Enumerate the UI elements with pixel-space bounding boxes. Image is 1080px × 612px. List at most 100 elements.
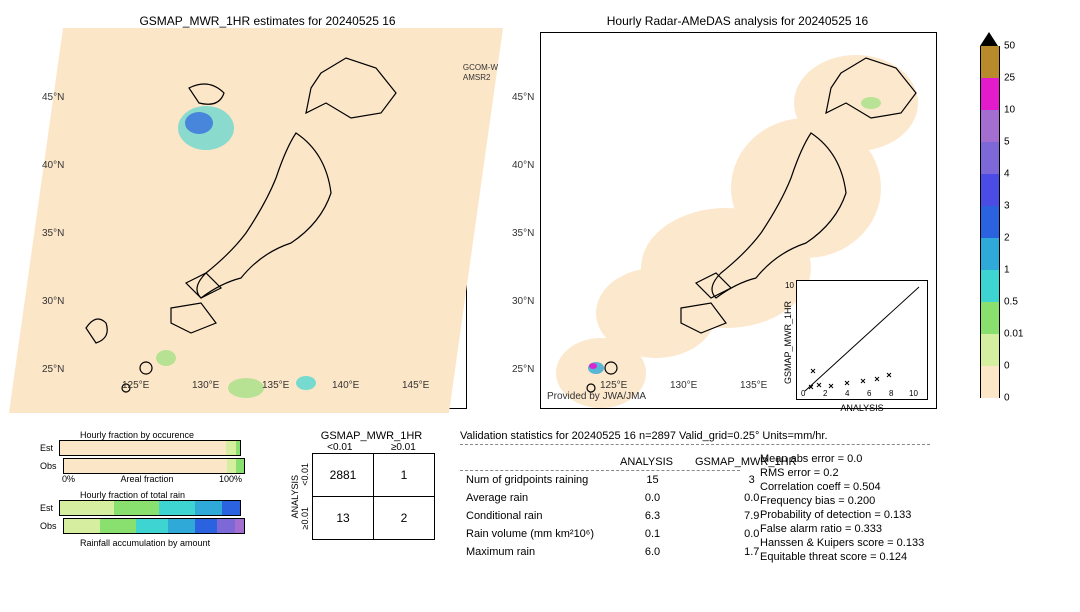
- ytick: 30°N: [42, 296, 64, 307]
- bar-segment: [159, 501, 195, 515]
- stat-value: 0.200: [848, 495, 876, 507]
- colorbar-segment: [980, 206, 1000, 238]
- totalrain-title: Hourly fraction of total rain: [80, 490, 260, 500]
- colorbar-segment: [980, 46, 1000, 78]
- bar-segment: [227, 459, 236, 473]
- row-header: ANALYSIS: [290, 475, 300, 518]
- colorbar-tick-label: 50: [1004, 41, 1015, 52]
- svg-text:10: 10: [909, 389, 918, 398]
- colorbar-tick-label: 0: [1004, 393, 1010, 404]
- stat-value: 15: [616, 472, 689, 488]
- stat-value: 0.504: [853, 481, 881, 493]
- stat-value: 0.2: [823, 467, 838, 479]
- svg-text:0: 0: [801, 389, 806, 398]
- left-map: GCOM-WAMSR2: [70, 32, 467, 409]
- colorbar-tick-label: 4: [1004, 169, 1010, 180]
- stat-value: 0.0: [616, 490, 689, 506]
- row-label: Est: [40, 443, 53, 453]
- colorbar-tick-label: 3: [1004, 201, 1010, 212]
- xtick: 130°E: [670, 380, 697, 391]
- colorbar-tick-label: 0.01: [1004, 329, 1023, 340]
- bar-segment: [64, 519, 100, 533]
- totalrain-bar-obs: [63, 518, 245, 534]
- stat-label: Equitable threat score =: [760, 551, 880, 563]
- stat-value: 0.133: [897, 537, 925, 549]
- svg-text:6: 6: [867, 389, 872, 398]
- stat-label: Maximum rain: [462, 544, 614, 560]
- bar-segment: [195, 519, 217, 533]
- stat-value: 0.1: [616, 526, 689, 542]
- xtick: 135°E: [740, 380, 767, 391]
- xtick: 145°E: [402, 380, 429, 391]
- bar-segment: [236, 441, 240, 455]
- col-label: ≥0.01: [391, 442, 416, 453]
- colorbar-tick-label: 2: [1004, 233, 1010, 244]
- row-label: Obs: [40, 461, 57, 471]
- cell: 1: [374, 454, 435, 497]
- cell: 2881: [313, 454, 374, 497]
- colorbar-tick-label: 0: [1004, 361, 1010, 372]
- scatter-xlabel: ANALYSIS: [797, 403, 927, 413]
- colorbar-segment: [980, 174, 1000, 206]
- contingency-table: GSMAP_MWR_1HR <0.01 ≥0.01 ANALYSIS <0.01…: [290, 430, 435, 540]
- validation-title: Validation statistics for 20240525 16 n=…: [460, 430, 940, 442]
- bar-segment: [235, 519, 244, 533]
- occurrence-bar-est: [59, 440, 241, 456]
- stat-label: False alarm ratio =: [760, 523, 854, 535]
- bar-segment: [100, 519, 136, 533]
- axis-label: 0%: [62, 474, 75, 484]
- stat-value: 6.0: [616, 544, 689, 560]
- row-label: Obs: [40, 521, 57, 531]
- ytick: 40°N: [512, 160, 534, 171]
- colorbar-tick-label: 1: [1004, 265, 1010, 276]
- colorbar-segment: [980, 110, 1000, 142]
- bar-segment: [136, 519, 168, 533]
- stat-label: Num of gridpoints raining: [462, 472, 614, 488]
- satellite-label: GCOM-WAMSR2: [463, 63, 498, 83]
- colorbar-tick-label: 25: [1004, 73, 1015, 84]
- ytick: 45°N: [512, 92, 534, 103]
- stat-value: 6.3: [616, 508, 689, 524]
- accum-title: Rainfall accumulation by amount: [80, 538, 260, 548]
- stat-value: 0.333: [854, 523, 882, 535]
- stat-label: Frequency bias =: [760, 495, 848, 507]
- stat-label: Conditional rain: [462, 508, 614, 524]
- provided-by: Provided by JWA/JMA: [547, 391, 646, 402]
- colorbar-segment: [980, 142, 1000, 174]
- axis-label: 100%: [219, 474, 242, 484]
- svg-text:4: 4: [845, 389, 850, 398]
- right-map: Provided by JWA/JMA 024 6810: [540, 32, 937, 409]
- bar-segment: [168, 519, 195, 533]
- ytick: 35°N: [42, 228, 64, 239]
- stat-label: Average rain: [462, 490, 614, 506]
- scatter-ylabel: GSMAP_MWR_1HR: [783, 301, 793, 384]
- stat-value: 0.133: [884, 509, 912, 521]
- colorbar: 502510543210.50.0100: [980, 32, 998, 398]
- stat-label: Mean abs error =: [760, 453, 847, 465]
- xtick: 125°E: [122, 380, 149, 391]
- stat-label: Rain volume (mm km²10⁶): [462, 526, 614, 542]
- row-label: <0.01: [300, 463, 310, 486]
- japan-outline-left: [71, 33, 466, 408]
- occurrence-title: Hourly fraction by occurence: [80, 430, 260, 440]
- colorbar-segment: [980, 334, 1000, 366]
- stat-value: 0.124: [880, 551, 908, 563]
- colorbar-segment: [980, 238, 1000, 270]
- ytick: 45°N: [42, 92, 64, 103]
- bar-segment: [222, 501, 240, 515]
- ytick: 40°N: [42, 160, 64, 171]
- stat-label: Hanssen & Kuipers score =: [760, 537, 897, 549]
- row-label: ≥0.01: [300, 507, 310, 529]
- ytick: 35°N: [512, 228, 534, 239]
- bar-segment: [236, 459, 243, 473]
- column-header: ANALYSIS: [616, 454, 689, 470]
- svg-text:2: 2: [823, 389, 828, 398]
- colorbar-segment: [980, 78, 1000, 110]
- xtick: 125°E: [600, 380, 627, 391]
- axis-label: Areal fraction: [120, 474, 173, 484]
- bar-segment: [226, 441, 237, 455]
- stat-label: RMS error =: [760, 467, 823, 479]
- xtick: 135°E: [262, 380, 289, 391]
- ytick: 25°N: [512, 364, 534, 375]
- col-label: <0.01: [327, 442, 352, 453]
